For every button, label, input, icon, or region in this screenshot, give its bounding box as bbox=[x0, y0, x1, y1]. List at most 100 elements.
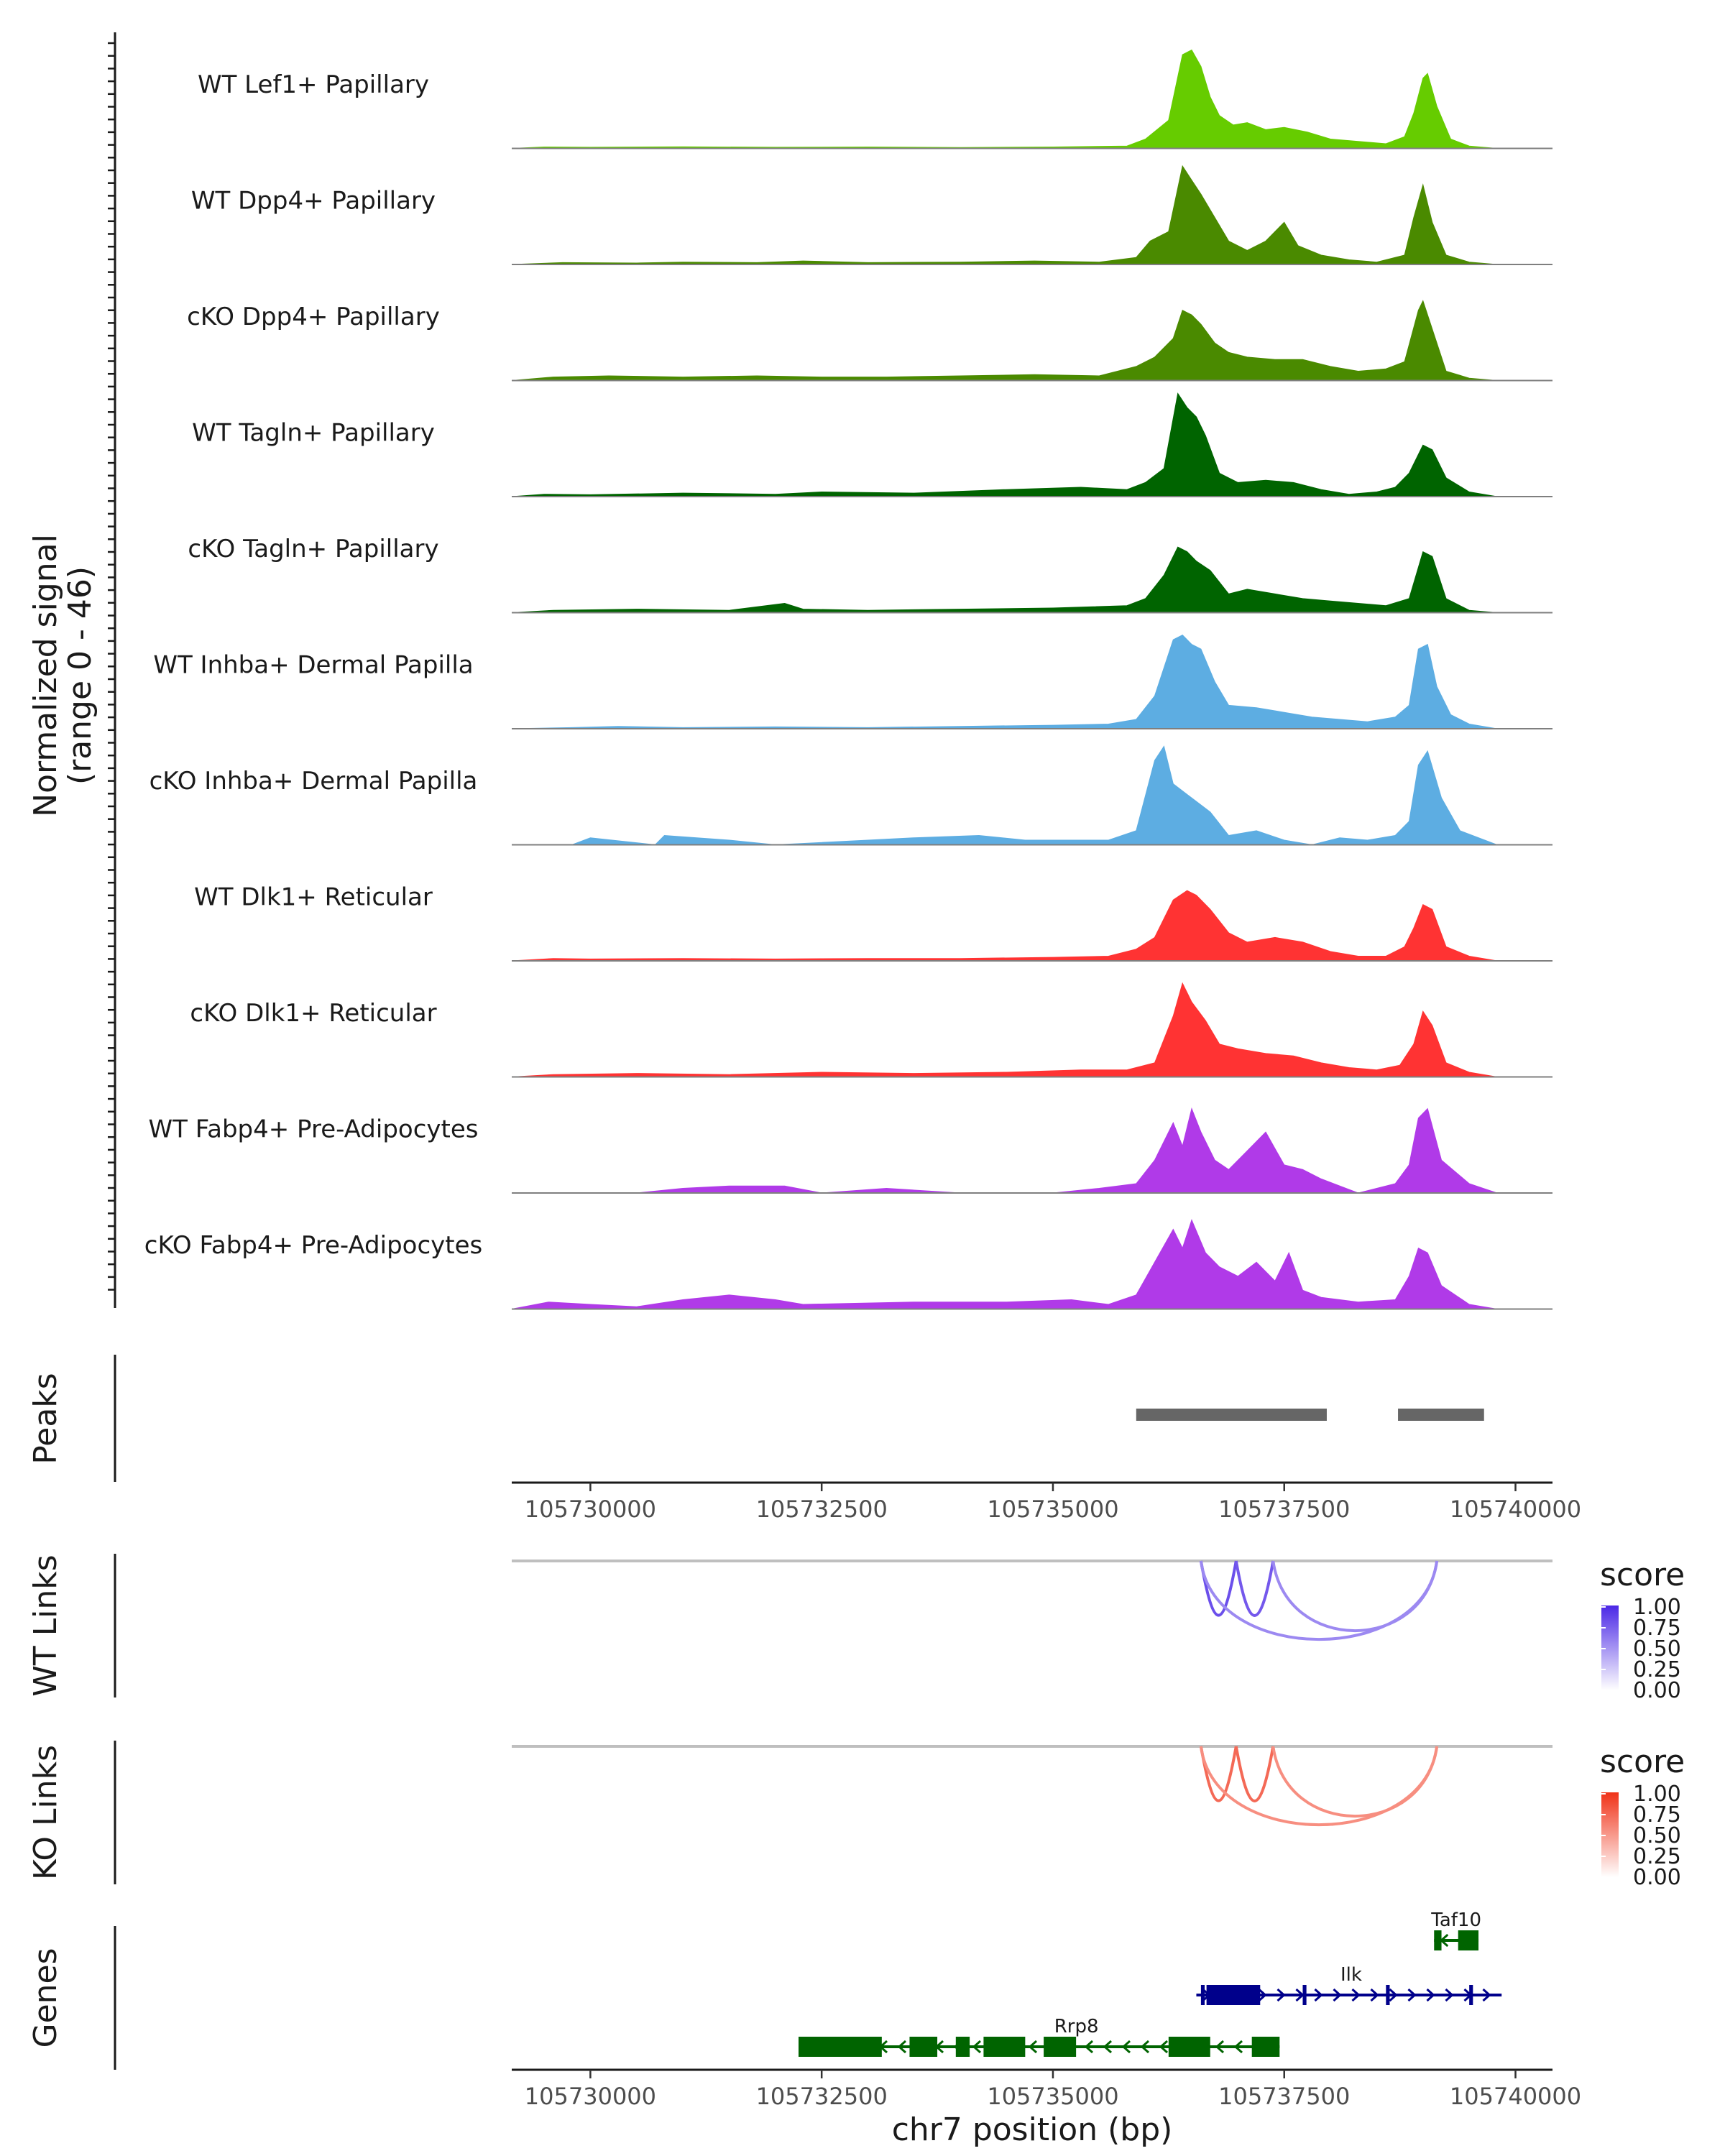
strand-arrow-icon bbox=[1389, 1988, 1398, 2002]
peak-region bbox=[1398, 1409, 1484, 1421]
gene-model: Taf10 bbox=[1430, 1909, 1481, 1950]
coverage-track: WT Dlk1+ Reticular bbox=[194, 883, 1552, 962]
genes-title: Genes bbox=[27, 1948, 64, 2047]
legend-tick-label: 0.25 bbox=[1633, 1657, 1681, 1682]
track-label: cKO Inhba+ Dermal Papilla bbox=[150, 767, 478, 796]
strand-arrow-icon bbox=[972, 2040, 981, 2054]
gene-exon bbox=[983, 2037, 1026, 2057]
legend-tick-label: 0.50 bbox=[1633, 1636, 1681, 1662]
ko-legend-title: score bbox=[1600, 1743, 1685, 1780]
x-tick-label: 105730000 bbox=[525, 1496, 656, 1523]
legend-tick-label: 1.00 bbox=[1633, 1595, 1681, 1620]
gene-exon bbox=[1458, 1930, 1479, 1950]
coverage-area bbox=[511, 982, 1497, 1077]
gene-models: Taf10 Ilk Rrp8 bbox=[799, 1909, 1502, 2057]
track-label: WT Dlk1+ Reticular bbox=[194, 883, 433, 912]
link-arc bbox=[1199, 1560, 1238, 1617]
coverage-track: WT Dpp4+ Papillary bbox=[191, 165, 1552, 265]
coverage-area bbox=[511, 165, 1497, 265]
gene-exon bbox=[1302, 1985, 1307, 2005]
legend-tick-label: 0.00 bbox=[1633, 1865, 1681, 1890]
coverage-axis-ticks bbox=[108, 42, 115, 1291]
x-tick-label: 105732500 bbox=[756, 2083, 888, 2110]
coverage-track: cKO Fabp4+ Pre-Adipocytes bbox=[144, 1219, 1552, 1310]
strand-arrow-icon bbox=[1445, 1988, 1454, 2002]
coverage-track: cKO Dpp4+ Papillary bbox=[187, 300, 1552, 382]
wt-link-arcs bbox=[1199, 1560, 1439, 1641]
gene-exon bbox=[909, 2037, 938, 2057]
coverage-track: WT Tagln+ Papillary bbox=[192, 392, 1552, 497]
strand-arrow-icon bbox=[1103, 2040, 1112, 2054]
track-label: WT Lef1+ Papillary bbox=[198, 70, 429, 99]
peak-regions bbox=[1136, 1409, 1484, 1421]
legend-tick-label: 0.00 bbox=[1633, 1678, 1681, 1703]
strand-arrow-icon bbox=[1159, 2040, 1168, 2054]
link-arc bbox=[1199, 1746, 1439, 1826]
coverage-area bbox=[512, 1107, 1497, 1194]
coverage-track: WT Fabp4+ Pre-Adipocytes bbox=[149, 1107, 1552, 1194]
track-label: cKO Dpp4+ Papillary bbox=[187, 303, 440, 331]
ko-score-legend: score 1.000.750.500.250.00 bbox=[1600, 1743, 1685, 1890]
strand-arrow-icon bbox=[1333, 1988, 1342, 2002]
gene-exon bbox=[1386, 1985, 1390, 2005]
peaks-title: Peaks bbox=[27, 1373, 64, 1464]
track-label: cKO Fabp4+ Pre-Adipocytes bbox=[144, 1231, 483, 1260]
coverage-track: WT Lef1+ Papillary bbox=[198, 49, 1552, 149]
coverage-track: cKO Inhba+ Dermal Papilla bbox=[150, 745, 1552, 846]
ko-legend-ticks: 1.000.750.500.250.00 bbox=[1601, 1782, 1681, 1890]
link-arc bbox=[1271, 1746, 1439, 1818]
link-arc bbox=[1199, 1560, 1439, 1641]
genes-panel: Genes Taf10 Ilk Rrp8 105730000 105732500 105… bbox=[27, 1909, 1581, 2148]
coverage-area bbox=[511, 546, 1497, 613]
strand-arrow-icon bbox=[1258, 1988, 1267, 2002]
coverage-area bbox=[511, 634, 1497, 729]
coverage-area bbox=[511, 392, 1497, 497]
gene-name: Rrp8 bbox=[1054, 2016, 1099, 2037]
strand-arrow-icon bbox=[1121, 2040, 1131, 2054]
x-tick-label: 105740000 bbox=[1450, 1496, 1581, 1523]
peaks-panel: Peaks 105730000 105732500 105735000 1057375… bbox=[27, 1355, 1581, 1523]
x-tick-label: 105735000 bbox=[987, 2083, 1118, 2110]
strand-arrow-icon bbox=[1084, 2040, 1093, 2054]
coverage-track: cKO Dlk1+ Reticular bbox=[190, 982, 1552, 1078]
gene-name: Ilk bbox=[1340, 1964, 1362, 1986]
ko-link-arcs bbox=[1199, 1746, 1439, 1826]
x-tick-label: 105737500 bbox=[1218, 1496, 1350, 1523]
strand-arrow-icon bbox=[1370, 1988, 1379, 2002]
track-label: WT Dpp4+ Papillary bbox=[191, 187, 436, 216]
coverage-track: WT Inhba+ Dermal Papilla bbox=[153, 634, 1552, 729]
strand-arrow-icon bbox=[1295, 1988, 1305, 2002]
x-axis-lower: 105730000 105732500 105735000 105737500 1057… bbox=[512, 2068, 1581, 2110]
gene-exon bbox=[1206, 1985, 1261, 2005]
x-axis-title: chr7 position (bp) bbox=[892, 2111, 1173, 2148]
link-arc bbox=[1271, 1560, 1439, 1633]
legend-tick-label: 0.75 bbox=[1633, 1802, 1681, 1828]
gene-exon bbox=[1251, 2037, 1280, 2057]
wt-links-title: WT Links bbox=[27, 1554, 64, 1696]
link-arc bbox=[1234, 1746, 1275, 1802]
coverage-track: cKO Tagln+ Papillary bbox=[188, 535, 1552, 614]
peak-region bbox=[1136, 1409, 1327, 1421]
strand-arrow-icon bbox=[1140, 2040, 1149, 2054]
legend-tick-label: 0.25 bbox=[1633, 1844, 1681, 1869]
track-label: cKO Tagln+ Papillary bbox=[188, 535, 438, 563]
x-tick-label: 105735000 bbox=[987, 1496, 1118, 1523]
x-axis-upper: 105730000 105732500 105735000 105737500 1057… bbox=[512, 1481, 1581, 1523]
strand-arrow-icon bbox=[1482, 1988, 1491, 2002]
strand-arrow-icon bbox=[1314, 1988, 1323, 2002]
wt-score-legend: score 1.000.750.500.250.00 bbox=[1600, 1557, 1685, 1703]
coverage-y-title: Normalized signal bbox=[27, 534, 64, 817]
track-label: WT Inhba+ Dermal Papilla bbox=[153, 651, 473, 680]
wt-links-panel: WT Links score 1.000.750.500.250.00 bbox=[27, 1554, 1685, 1703]
gene-exon bbox=[1434, 1930, 1442, 1950]
strand-arrow-icon bbox=[1233, 2040, 1243, 2054]
x-tick-label: 105730000 bbox=[525, 2083, 656, 2110]
strand-arrow-icon bbox=[1028, 2040, 1037, 2054]
link-arc bbox=[1234, 1560, 1275, 1617]
strand-arrow-icon bbox=[1215, 2040, 1224, 2054]
coverage-area bbox=[511, 49, 1497, 149]
legend-tick-label: 0.75 bbox=[1633, 1616, 1681, 1641]
strand-arrow-icon bbox=[1407, 1988, 1417, 2002]
gene-exon bbox=[955, 2037, 970, 2057]
gene-exon bbox=[1469, 1985, 1473, 2005]
